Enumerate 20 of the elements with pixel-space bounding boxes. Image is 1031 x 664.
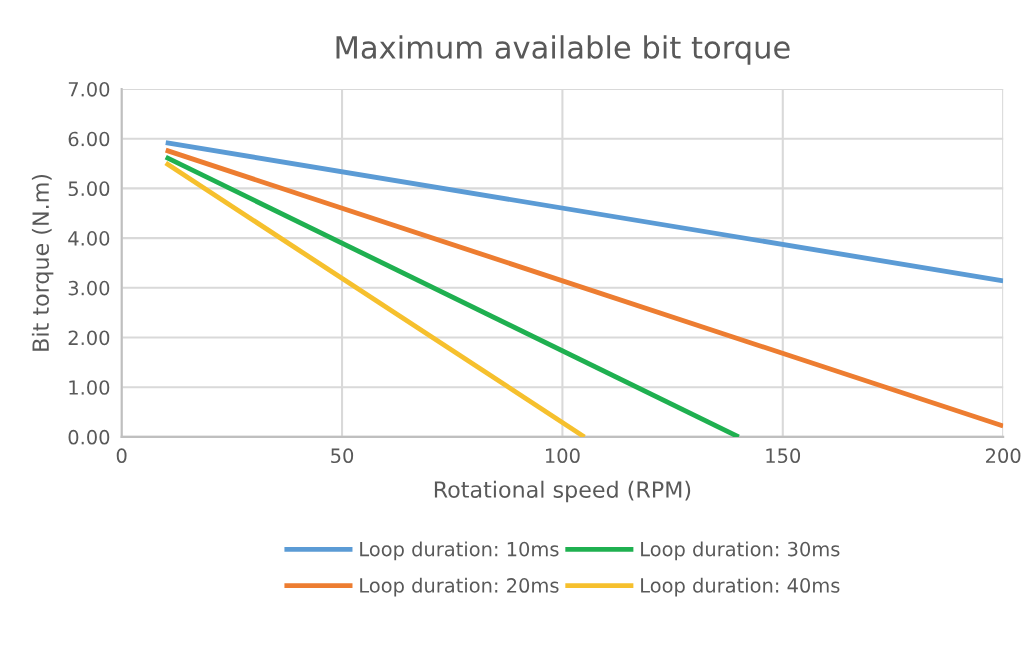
chart-title: Maximum available bit torque [336, 35, 790, 65]
legend-label: Loop duration: 20ms [360, 577, 559, 597]
x-tick-label: 50 [331, 448, 354, 464]
x-tick-label: 200 [986, 448, 1021, 464]
y-tick-label: 2.00 [68, 330, 110, 346]
x-axis-title: Rotational speed (RPM) [434, 480, 691, 503]
x-tick-label: 0 [116, 448, 127, 464]
y-tick-label: 7.00 [68, 81, 110, 97]
y-tick-label: 6.00 [68, 131, 110, 147]
legend-label: Loop duration: 10ms [360, 541, 559, 561]
y-axis-title: Bit torque (N.m) [31, 174, 54, 351]
y-tick-label: 1.00 [69, 380, 110, 395]
legend-label: Loop duration: 30ms [641, 541, 840, 561]
legend-label: Loop duration: 40ms [641, 577, 840, 597]
x-tick-label: 100 [545, 448, 580, 464]
y-tick-label: 4.00 [68, 231, 110, 246]
y-tick-label: 0.00 [68, 429, 110, 445]
x-tick-label: 150 [766, 448, 801, 464]
y-tick-label: 5.00 [68, 181, 110, 197]
y-tick-label: 3.00 [68, 280, 110, 296]
